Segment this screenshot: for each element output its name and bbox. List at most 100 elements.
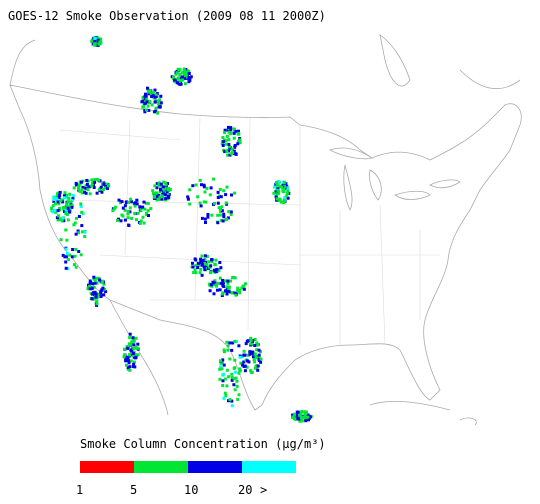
smoke-pixel	[97, 178, 101, 182]
smoke-pixel	[152, 195, 156, 199]
smoke-pixel	[131, 336, 135, 340]
smoke-pixel	[112, 207, 116, 211]
smoke-pixel	[304, 412, 307, 416]
country-outline	[9, 84, 522, 411]
smoke-pixel	[222, 363, 226, 367]
smoke-pixel	[230, 372, 234, 376]
smoke-pixel	[187, 76, 191, 80]
smoke-pixel	[124, 358, 128, 362]
smoke-pixel	[99, 37, 102, 41]
smoke-pixel	[218, 276, 222, 280]
smoke-pixel	[236, 286, 240, 290]
smoke-pixel	[52, 195, 56, 199]
smoke-pixel	[249, 369, 253, 373]
legend-label: 5	[130, 483, 137, 497]
smoke-pixel	[238, 141, 242, 145]
smoke-pixel	[95, 302, 99, 306]
smoke-pixel	[99, 291, 103, 295]
smoke-pixel	[122, 355, 126, 359]
smoke-pixel	[65, 213, 69, 216]
smoke-pixel	[186, 195, 190, 199]
smoke-pixel	[185, 72, 189, 76]
smoke-pixel	[187, 80, 191, 84]
smoke-pixel	[238, 355, 242, 359]
smoke-pixel	[227, 145, 231, 149]
smoke-pixel	[233, 145, 237, 149]
smoke-pixel	[224, 139, 228, 143]
smoke-pixel	[191, 184, 195, 188]
smoke-pixel	[203, 261, 206, 265]
smoke-pixel	[125, 345, 129, 348]
smoke-pixel	[225, 384, 229, 388]
smoke-pixel	[218, 367, 222, 371]
smoke-pixel	[62, 194, 66, 198]
smoke-pixel	[136, 211, 140, 215]
smoke-pixel	[62, 196, 66, 200]
smoke-pixel	[123, 353, 127, 357]
smoke-pixel	[135, 202, 139, 206]
smoke-pixel	[210, 258, 214, 262]
smoke-pixel	[92, 285, 96, 289]
smoke-pixel	[65, 202, 69, 206]
smoke-pixel	[233, 388, 237, 392]
smoke-pixel	[157, 181, 161, 185]
smoke-pixel	[52, 199, 56, 203]
smoke-pixel	[194, 271, 198, 275]
smoke-pixel	[91, 282, 95, 286]
smoke-pixel	[221, 379, 225, 383]
smoke-pixel	[208, 193, 212, 197]
smoke-pixel	[226, 348, 230, 352]
smoke-pixel	[231, 151, 235, 154]
smoke-pixel	[141, 95, 145, 99]
smoke-pixel	[126, 367, 130, 371]
smoke-pixel	[83, 190, 86, 194]
smoke-pixel	[203, 268, 207, 272]
smoke-pixel	[172, 75, 175, 79]
smoke-pixel	[158, 195, 162, 199]
great-lakes	[328, 147, 461, 211]
smoke-pixel	[102, 293, 106, 297]
smoke-pixel	[136, 342, 140, 346]
smoke-pixel	[175, 81, 179, 85]
smoke-pixel	[200, 183, 203, 187]
smoke-pixel	[216, 221, 220, 225]
smoke-pixel	[157, 194, 161, 197]
smoke-pixel	[154, 93, 158, 97]
smoke-pixel	[128, 353, 132, 356]
smoke-pixel	[164, 197, 168, 200]
smoke-pixel	[219, 195, 223, 199]
smoke-pixel	[272, 185, 276, 189]
smoke-pixel	[230, 399, 234, 403]
legend-swatch	[134, 461, 188, 473]
smoke-pixel	[215, 267, 219, 271]
smoke-pixel	[157, 105, 161, 109]
smoke-pixel	[54, 202, 57, 206]
smoke-pixel	[301, 416, 305, 419]
smoke-pixel	[209, 186, 213, 190]
smoke-pixel	[250, 371, 254, 374]
smoke-pixel	[224, 142, 228, 146]
smoke-pixel	[223, 377, 227, 381]
smoke-pixel	[242, 349, 246, 353]
smoke-pixel	[95, 303, 99, 307]
smoke-pixel	[92, 277, 96, 281]
smoke-pixel	[130, 216, 134, 220]
smoke-pixel	[183, 71, 186, 75]
smoke-pixel	[226, 281, 230, 285]
smoke-pixel	[128, 206, 132, 210]
legend-label: 10	[184, 483, 198, 497]
smoke-pixel	[62, 206, 65, 210]
smoke-pixel	[214, 283, 218, 287]
smoke-pixel	[139, 208, 143, 212]
smoke-pixel	[286, 189, 290, 193]
smoke-pixel	[222, 396, 226, 400]
smoke-pixel	[74, 265, 78, 269]
smoke-pixel	[216, 190, 220, 194]
smoke-pixel	[223, 350, 226, 354]
smoke-pixel	[56, 214, 60, 218]
smoke-pixel	[210, 213, 214, 217]
smoke-pixel	[292, 413, 296, 417]
smoke-pixel	[147, 92, 151, 96]
smoke-pixel	[292, 416, 296, 420]
smoke-pixel	[225, 340, 229, 344]
